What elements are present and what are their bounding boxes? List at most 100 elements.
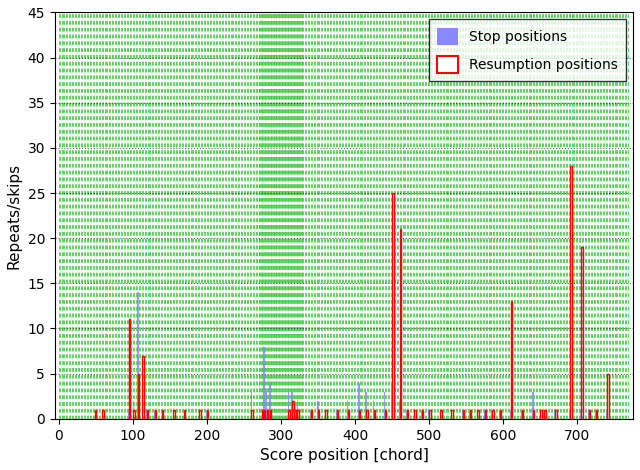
Bar <box>392 193 394 419</box>
Bar <box>463 410 464 419</box>
Bar <box>129 320 131 419</box>
Y-axis label: Repeats/skips: Repeats/skips <box>7 163 22 269</box>
Bar <box>589 410 590 419</box>
Bar <box>141 410 143 419</box>
Bar <box>287 392 289 419</box>
Bar <box>451 410 453 419</box>
Bar <box>570 410 571 419</box>
Bar <box>374 410 375 419</box>
Bar <box>173 410 174 419</box>
Legend: Stop positions, Resumption positions: Stop positions, Resumption positions <box>429 19 626 81</box>
Bar <box>95 410 97 419</box>
Bar <box>469 410 470 419</box>
Bar <box>556 410 557 419</box>
Bar <box>200 410 201 419</box>
Bar <box>337 410 338 419</box>
Bar <box>440 410 442 419</box>
Bar <box>358 383 360 419</box>
Bar <box>198 410 200 419</box>
Bar <box>399 401 400 419</box>
Bar <box>252 410 253 419</box>
Bar <box>414 410 416 419</box>
Bar <box>359 410 360 419</box>
Bar <box>429 410 431 419</box>
Bar <box>544 410 545 419</box>
Bar <box>250 392 252 419</box>
Bar <box>142 356 144 419</box>
Bar <box>325 410 327 419</box>
Bar <box>595 410 596 419</box>
Bar <box>133 410 135 419</box>
Bar <box>267 410 268 419</box>
Bar <box>385 410 386 419</box>
Bar <box>294 410 295 419</box>
Bar <box>421 410 422 419</box>
Bar <box>406 410 408 419</box>
Bar <box>399 229 401 419</box>
Bar <box>580 410 582 419</box>
Bar <box>137 292 139 419</box>
Bar <box>366 410 367 419</box>
Bar <box>581 247 582 419</box>
Bar <box>540 410 541 419</box>
Bar <box>147 410 148 419</box>
Bar <box>317 401 319 419</box>
Bar <box>522 410 524 419</box>
Bar <box>532 392 534 419</box>
Bar <box>606 410 608 419</box>
Bar <box>161 410 163 419</box>
Bar <box>462 410 463 419</box>
Bar <box>533 410 534 419</box>
Bar <box>324 410 326 419</box>
Bar <box>297 410 299 419</box>
Bar <box>263 346 264 419</box>
Bar <box>499 410 500 419</box>
Bar <box>289 410 290 419</box>
Bar <box>155 410 156 419</box>
Bar <box>413 410 415 419</box>
Bar <box>296 401 298 419</box>
Bar <box>384 392 385 419</box>
Bar <box>184 410 186 419</box>
Bar <box>310 410 312 419</box>
Bar <box>154 410 156 419</box>
Bar <box>336 410 337 419</box>
Bar <box>451 410 452 419</box>
Bar <box>128 410 130 419</box>
Bar <box>392 383 393 419</box>
Bar <box>607 374 609 419</box>
Bar <box>294 410 296 419</box>
Bar <box>543 410 545 419</box>
Bar <box>588 410 589 419</box>
Bar <box>132 401 134 419</box>
Bar <box>365 392 367 419</box>
Bar <box>540 410 542 419</box>
Bar <box>310 410 311 419</box>
Bar <box>407 410 408 419</box>
Bar <box>266 392 267 419</box>
Bar <box>292 401 294 419</box>
Bar <box>440 410 441 419</box>
Bar <box>262 410 263 419</box>
Bar <box>470 410 472 419</box>
Bar <box>596 410 598 419</box>
Bar <box>264 410 266 419</box>
Bar <box>477 410 479 419</box>
Bar <box>207 410 208 419</box>
Bar <box>521 410 523 419</box>
Bar <box>270 410 271 419</box>
Bar <box>422 410 423 419</box>
Bar <box>348 410 349 419</box>
Bar <box>206 410 207 419</box>
Bar <box>269 383 271 419</box>
Bar <box>484 410 486 419</box>
X-axis label: Score position [chord]: Score position [chord] <box>259 448 428 463</box>
Bar <box>173 410 175 419</box>
Bar <box>510 410 511 419</box>
Bar <box>477 410 478 419</box>
Bar <box>428 410 430 419</box>
Bar <box>570 166 572 419</box>
Bar <box>347 401 348 419</box>
Bar <box>554 410 556 419</box>
Bar <box>484 410 486 419</box>
